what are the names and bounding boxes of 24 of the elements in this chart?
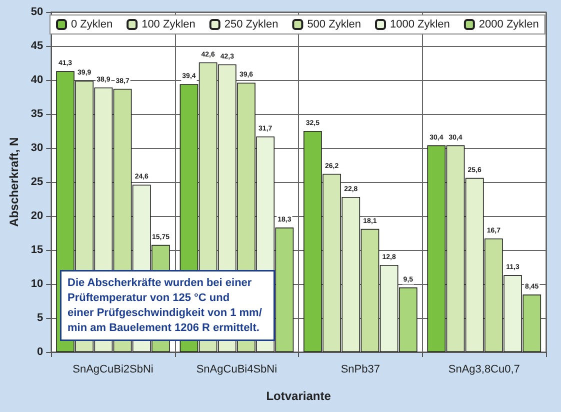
y-tick-label: 25 [30, 176, 44, 188]
legend-label: 1000 Zyklen [390, 18, 450, 30]
y-tick-label: 30 [30, 142, 44, 154]
x-tick-label: SnAgCuBi2SbNi [72, 364, 154, 376]
y-tick-label: 35 [30, 108, 44, 120]
x-axis-title: Lotvariante [266, 389, 332, 403]
annotation: Die Abscherkräfte wurden bei einer Prüftemperatur von 125 °C und einer Prüfgeschwindigkeit von 1 mm/min am Bauelement 1206 R ermittelt. [68, 277, 262, 334]
y-axis-title: Abscherkraft, N [7, 137, 21, 227]
legend-label: 100 Zyklen [142, 18, 196, 30]
y-tick-label: 5 [37, 312, 44, 324]
legend-label: 250 Zyklen [224, 18, 278, 30]
y-tick-label: 50 [30, 6, 44, 18]
y-tick-label: 0 [37, 346, 44, 358]
x-tick-label: SnAg3,8Cu0,7 [448, 364, 520, 376]
y-tick-label: 40 [30, 74, 44, 86]
y-tick-label: 10 [30, 278, 44, 290]
y-tick-label: 20 [30, 210, 44, 222]
legend-label: 500 Zyklen [307, 18, 361, 30]
legend-label: 0 Zyklen [71, 18, 113, 30]
legend-label: 2000 Zyklen [478, 18, 539, 30]
x-tick-label: SnAgCuBi4SbNi [196, 364, 278, 376]
y-tick-label: 15 [30, 244, 44, 256]
x-tick-label: SnPb37 [340, 364, 380, 376]
y-tick-label: 45 [30, 40, 44, 52]
